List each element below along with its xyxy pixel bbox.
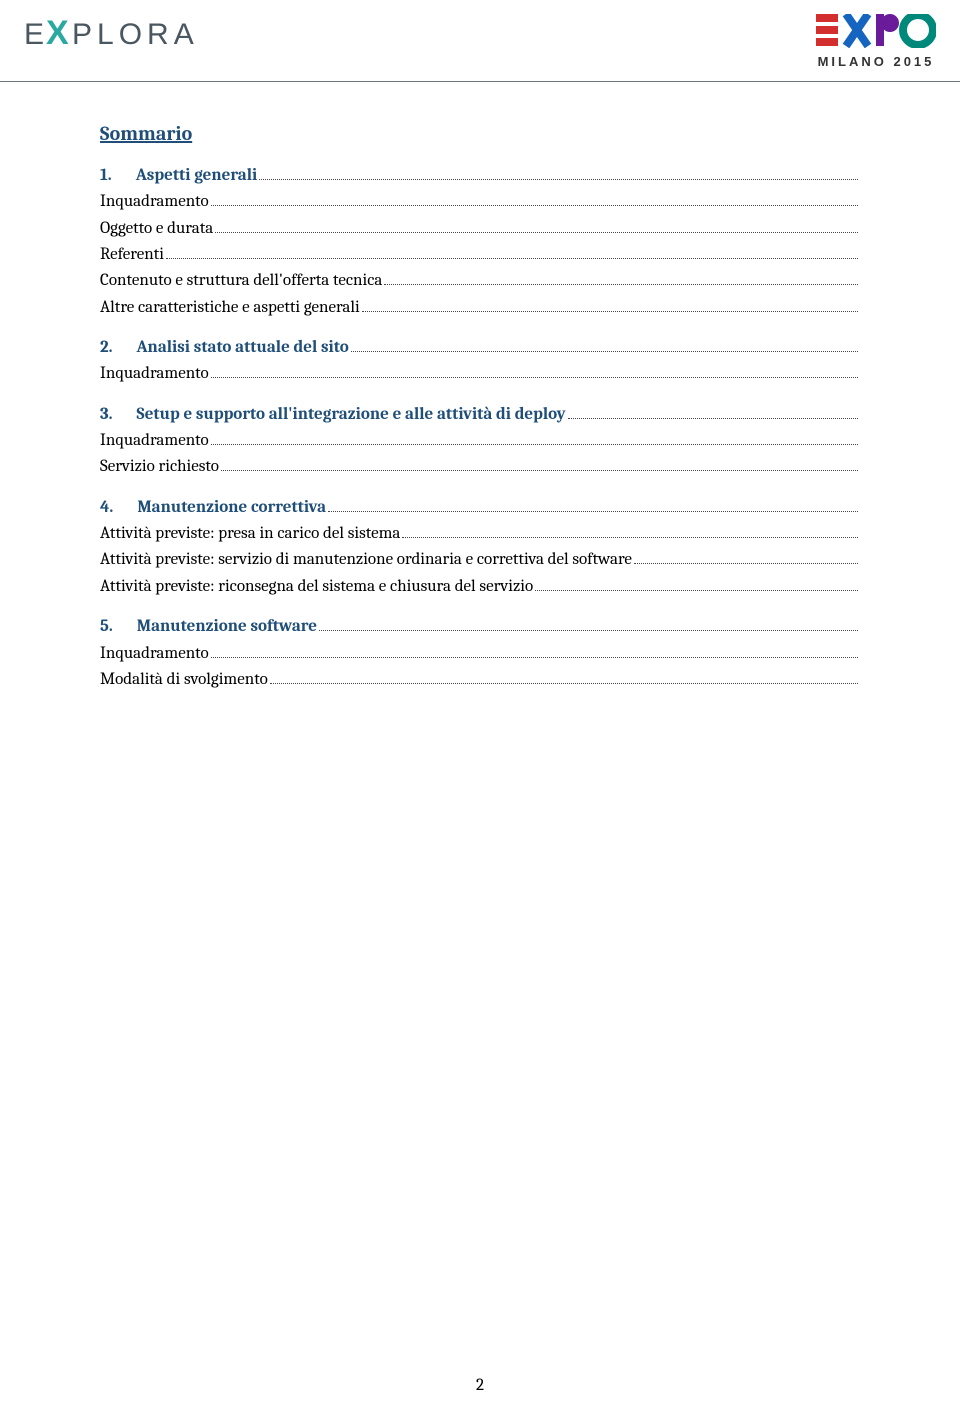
toc-heading-number: 3. <box>100 402 137 428</box>
toc-leader <box>270 683 858 684</box>
toc-leader <box>568 418 858 419</box>
toc-heading-text: Analisi stato attuale del sito <box>137 335 349 361</box>
toc-leader <box>221 470 858 471</box>
toc-leader <box>211 657 858 658</box>
toc-heading-number: 2. <box>100 335 137 361</box>
toc-item[interactable]: Inquadramento <box>100 641 860 667</box>
toc-item[interactable]: Oggetto e durata <box>100 216 860 242</box>
toc-item[interactable]: Attività previste: riconsegna del sistem… <box>100 574 860 600</box>
toc-leader <box>535 590 858 591</box>
toc-heading-text: Manutenzione software <box>137 614 317 640</box>
toc-leader <box>211 377 858 378</box>
toc-heading[interactable]: 2.Analisi stato attuale del sito <box>100 335 860 361</box>
toc-heading[interactable]: 3.Setup e supporto all'integrazione e al… <box>100 402 860 428</box>
toc-heading-number: 5. <box>100 614 137 640</box>
toc-heading-text: Setup e supporto all'integrazione e alle… <box>137 402 566 428</box>
toc-leader <box>634 563 858 564</box>
toc-item[interactable]: Altre caratteristiche e aspetti generali <box>100 295 860 321</box>
toc-item-text: Inquadramento <box>100 361 209 387</box>
toc-item-text: Attività previste: servizio di manutenzi… <box>100 547 632 573</box>
toc-leader <box>328 511 858 512</box>
toc-item[interactable]: Referenti <box>100 242 860 268</box>
expo-subtext: MILANO 2015 <box>816 54 936 69</box>
toc-item-text: Referenti <box>100 242 164 268</box>
content-area: Sommario 1.Aspetti generaliInquadramento… <box>0 82 960 693</box>
toc-gap <box>100 321 860 335</box>
page-header: E X PLORA MILANO 2015 <box>0 0 960 69</box>
toc-item-text: Servizio richiesto <box>100 454 219 480</box>
toc-leader <box>319 630 858 631</box>
toc-title: Sommario <box>100 122 192 145</box>
toc-heading[interactable]: 1.Aspetti generali <box>100 163 860 189</box>
toc-item-text: Attività previste: presa in carico del s… <box>100 521 400 547</box>
toc-item-text: Contenuto e struttura dell'offerta tecni… <box>100 268 382 294</box>
toc-item[interactable]: Contenuto e struttura dell'offerta tecni… <box>100 268 860 294</box>
toc-item[interactable]: Inquadramento <box>100 428 860 454</box>
toc-heading[interactable]: 4.Manutenzione correttiva <box>100 495 860 521</box>
toc-leader <box>166 258 858 259</box>
toc-leader <box>211 444 858 445</box>
toc-item[interactable]: Attività previste: servizio di manutenzi… <box>100 547 860 573</box>
toc-item-text: Inquadramento <box>100 189 209 215</box>
toc-item[interactable]: Attività previste: presa in carico del s… <box>100 521 860 547</box>
toc-leader <box>402 537 858 538</box>
page-number: 2 <box>0 1376 960 1395</box>
toc-item[interactable]: Modalità di svolgimento <box>100 667 860 693</box>
toc-leader <box>351 351 858 352</box>
toc-leader <box>215 232 858 233</box>
toc-gap <box>100 600 860 614</box>
toc-item-text: Attività previste: riconsegna del sistem… <box>100 574 533 600</box>
toc-item[interactable]: Inquadramento <box>100 189 860 215</box>
toc-heading-number: 1. <box>100 163 136 189</box>
toc-item[interactable]: Inquadramento <box>100 361 860 387</box>
explora-logo: E X PLORA <box>24 14 224 54</box>
toc-item-text: Oggetto e durata <box>100 216 213 242</box>
toc-heading-text: Manutenzione correttiva <box>137 495 326 521</box>
toc-gap <box>100 388 860 402</box>
table-of-contents: 1.Aspetti generaliInquadramentoOggetto e… <box>100 163 860 693</box>
svg-text:PLORA: PLORA <box>72 18 199 51</box>
svg-text:X: X <box>46 14 69 52</box>
toc-item-text: Inquadramento <box>100 428 209 454</box>
expo-logo-svg <box>816 14 936 48</box>
toc-item-text: Altre caratteristiche e aspetti generali <box>100 295 360 321</box>
toc-item[interactable]: Servizio richiesto <box>100 454 860 480</box>
toc-item-text: Inquadramento <box>100 641 209 667</box>
toc-leader <box>362 311 858 312</box>
toc-gap <box>100 481 860 495</box>
toc-heading-number: 4. <box>100 495 137 521</box>
expo-logo: MILANO 2015 <box>816 14 936 69</box>
explora-logo-svg: E X PLORA <box>24 14 224 54</box>
toc-heading-text: Aspetti generali <box>136 163 258 189</box>
toc-heading[interactable]: 5.Manutenzione software <box>100 614 860 640</box>
toc-leader <box>211 205 858 206</box>
toc-item-text: Modalità di svolgimento <box>100 667 268 693</box>
toc-leader <box>384 284 858 285</box>
toc-leader <box>259 179 858 180</box>
